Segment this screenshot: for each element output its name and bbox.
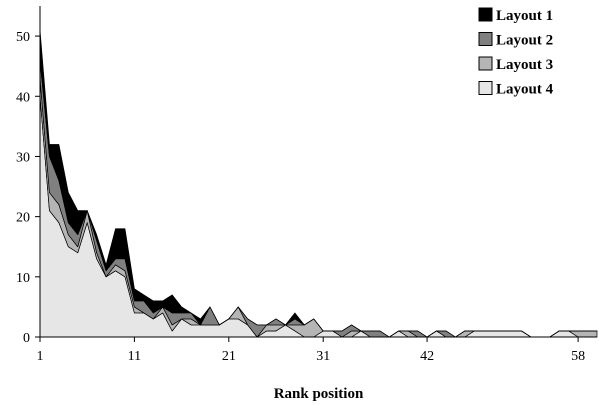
x-tick-label: 58: [571, 349, 585, 364]
legend-label-layout-2: Layout 2: [496, 33, 553, 49]
y-tick-label: 20: [16, 211, 30, 226]
y-tick-label: 0: [23, 331, 30, 346]
legend-swatch-layout-3: [478, 56, 493, 71]
axes: [39, 6, 597, 338]
area-series-layout-4: [39, 95, 598, 338]
y-axis-ticks: 0 10 20 30 40 50: [16, 30, 40, 346]
legend-swatch-layout-4: [478, 81, 493, 95]
area-series-group: [39, 29, 598, 338]
y-tick-label: 10: [16, 271, 30, 286]
x-axis-title: Rank position: [274, 386, 364, 402]
y-tick-label: 30: [16, 150, 30, 165]
x-tick-label: 42: [420, 349, 434, 364]
x-axis-ticks: 1 11 21 31 42 58: [37, 337, 585, 364]
legend-label-layout-1: Layout 1: [496, 8, 553, 24]
y-tick-label: 50: [16, 30, 30, 45]
x-tick-label: 1: [37, 349, 44, 364]
legend: Layout 1 Layout 2 Layout 3 Layout 4: [478, 7, 554, 98]
x-tick-label: 11: [128, 349, 141, 364]
area-series-layout-1: [39, 29, 598, 338]
x-tick-label: 31: [316, 349, 330, 364]
legend-swatch-layout-2: [478, 32, 493, 46]
legend-label-layout-3: Layout 3: [496, 57, 553, 73]
x-tick-label: 21: [222, 349, 236, 364]
y-tick-label: 40: [16, 90, 30, 105]
legend-swatch-layout-1: [478, 7, 493, 22]
legend-label-layout-4: Layout 4: [496, 82, 554, 98]
